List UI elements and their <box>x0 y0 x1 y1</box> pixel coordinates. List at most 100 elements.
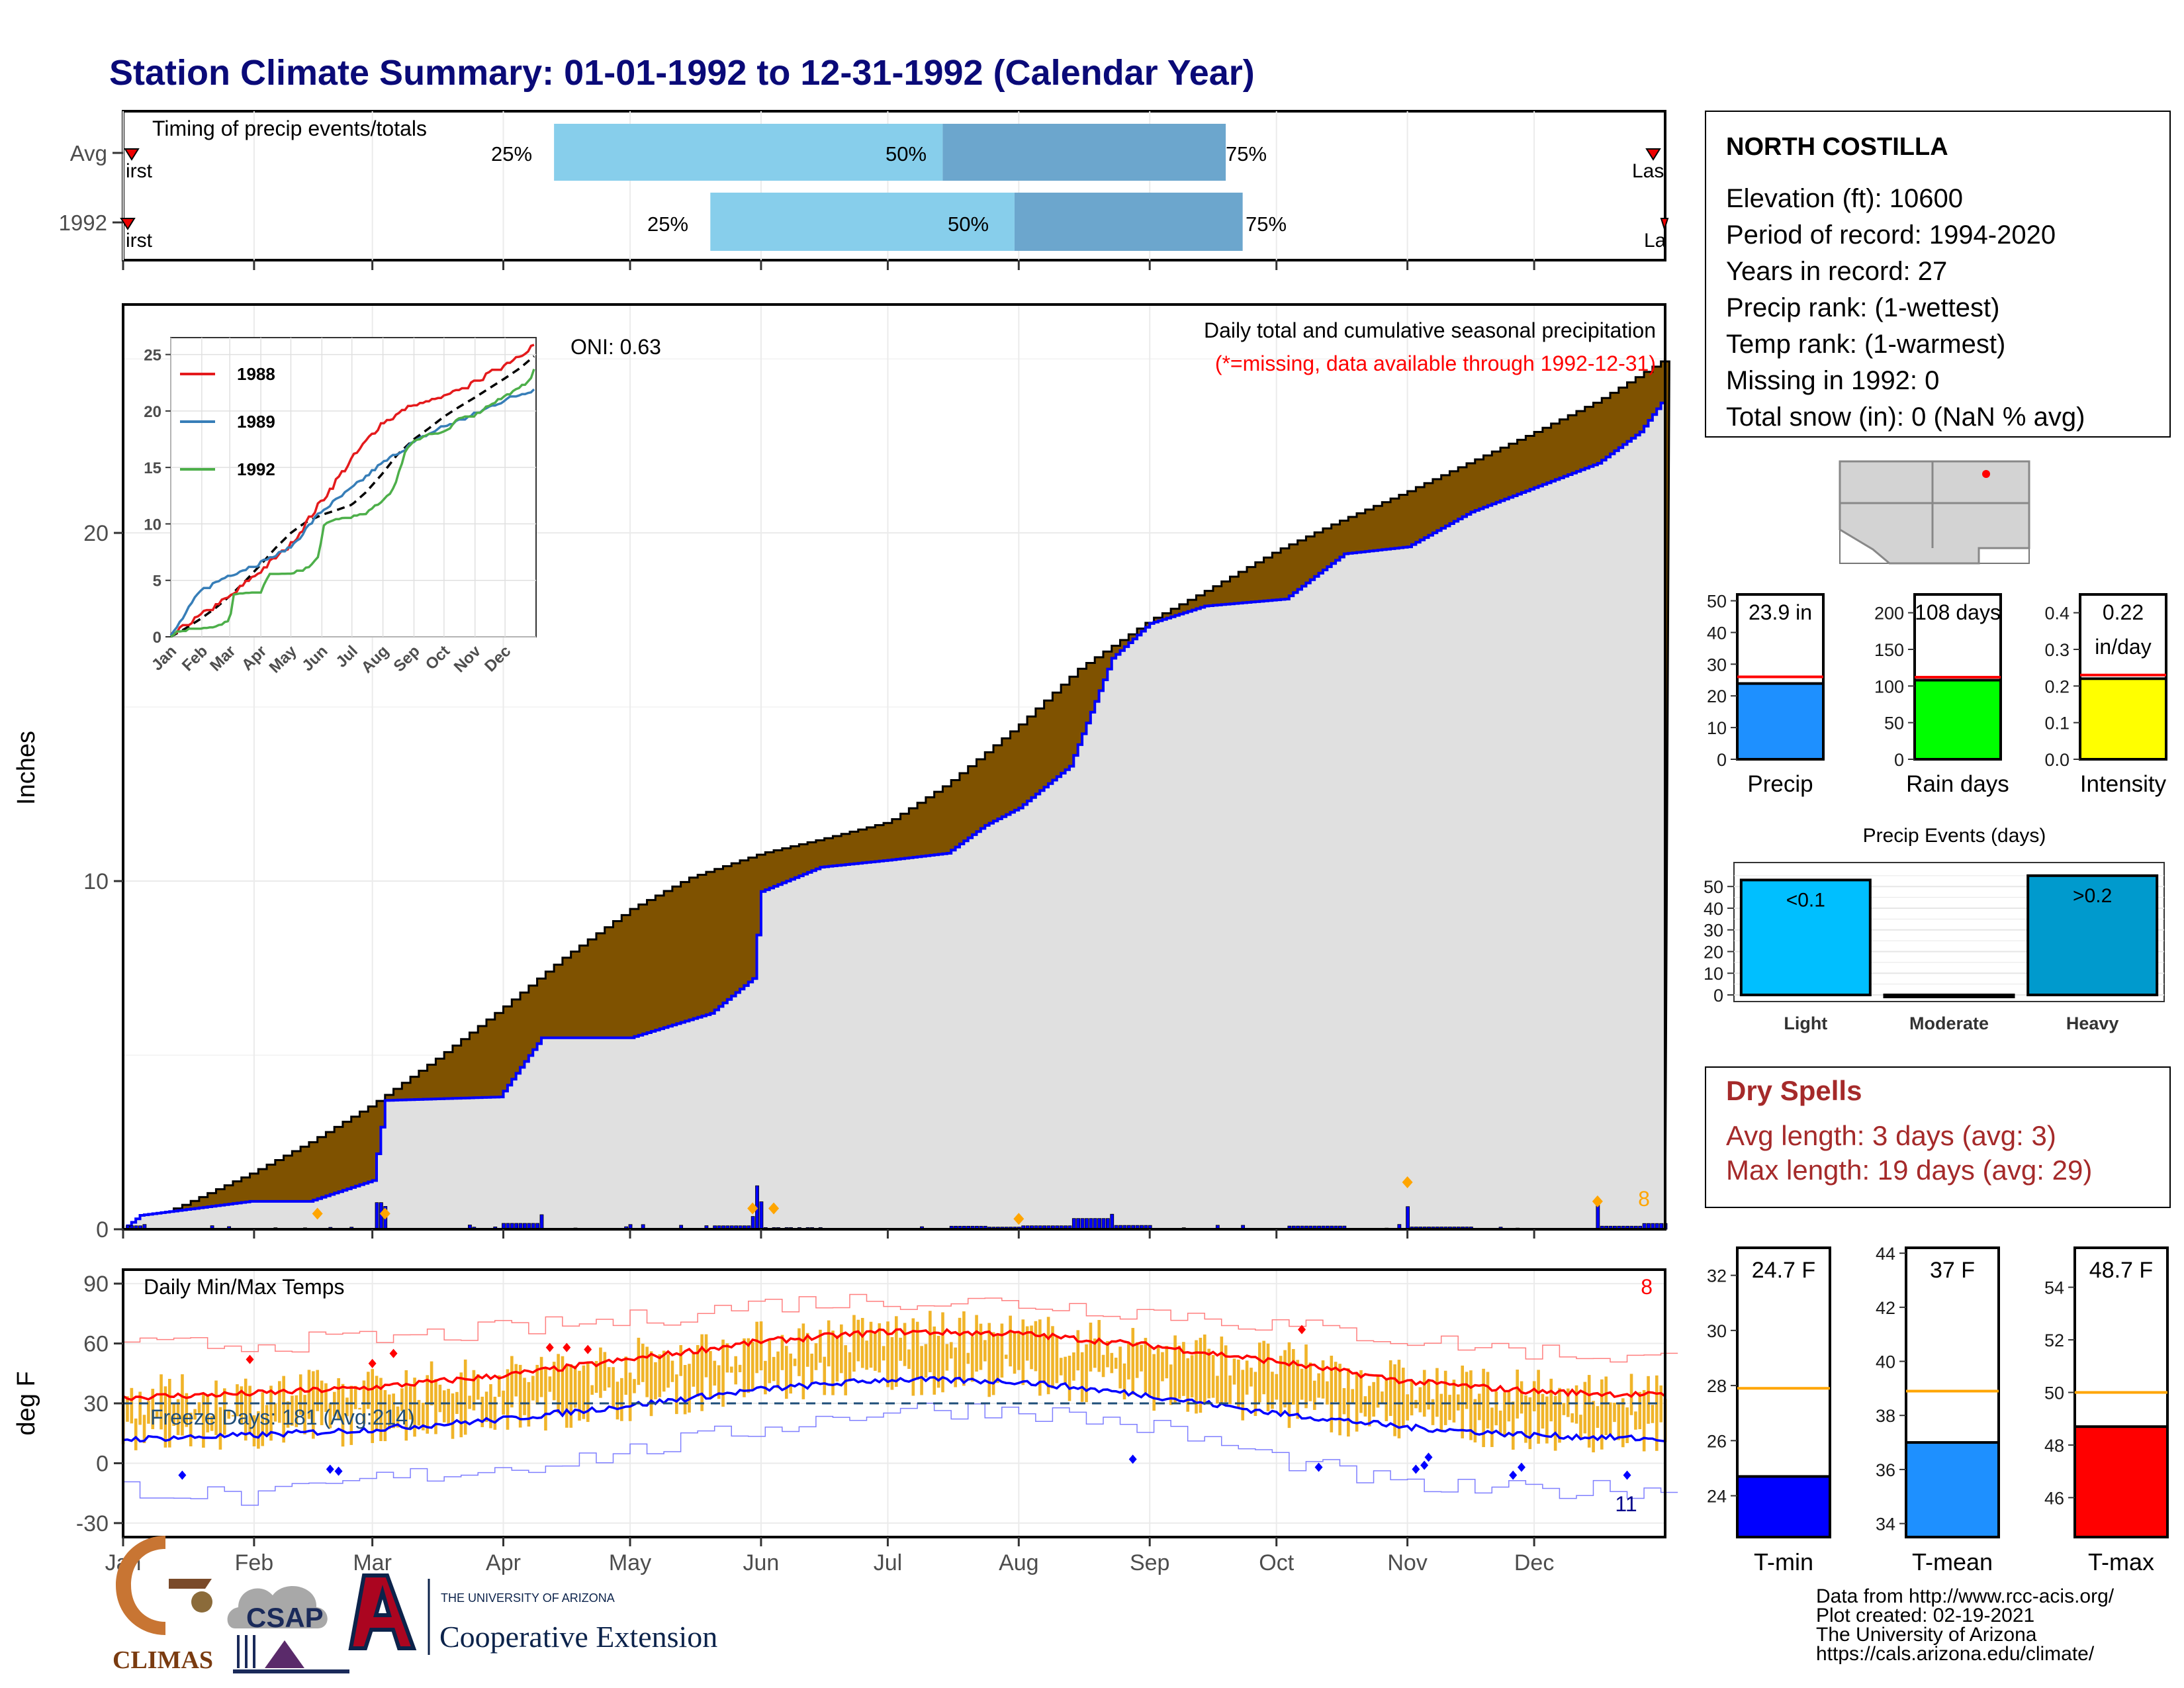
temp-summary-label: T-mean <box>1912 1548 1993 1575</box>
footer-line-1: Data from http://www.rcc-acis.org/ <box>1816 1585 2115 1607</box>
events-bar <box>2026 874 2159 997</box>
temp-y-tick-label: 0 <box>96 1451 109 1476</box>
temp-day-bar <box>860 1317 864 1368</box>
temp-day-bar <box>840 1324 843 1374</box>
mini-y-tick-label: 100 <box>1874 677 1904 696</box>
temp-day-bar <box>1275 1374 1279 1400</box>
temp-day-bar <box>1545 1396 1549 1444</box>
temp-day-bar <box>1292 1348 1295 1405</box>
temp-day-bar <box>878 1323 882 1373</box>
temp-day-bar <box>1068 1356 1071 1401</box>
record-low-marker <box>1314 1462 1323 1472</box>
temp-day-bar <box>780 1335 784 1370</box>
temp-day-bar <box>996 1334 999 1383</box>
temp-day-bar <box>1367 1385 1371 1427</box>
temp-day-bar <box>1055 1335 1059 1383</box>
daily-precip-bar <box>1406 1206 1410 1230</box>
temp-day-bar <box>1422 1370 1426 1417</box>
daily-precip-bar <box>1101 1218 1106 1230</box>
temp-day-bar <box>675 1374 678 1415</box>
temp-day-bar <box>941 1312 944 1393</box>
temp-day-bar <box>907 1349 911 1369</box>
temp-summary-y-tick-label: 48 <box>2044 1436 2064 1456</box>
temp-day-bar <box>1604 1376 1608 1435</box>
daily-precip-bar <box>1089 1218 1093 1230</box>
temp-day-bar <box>1216 1376 1219 1404</box>
temp-day-bar <box>392 1393 395 1429</box>
temp-day-bar <box>1051 1326 1054 1389</box>
temp-day-bar <box>717 1365 721 1399</box>
mini-category-label: Intensity <box>2080 771 2167 797</box>
temp-day-bar <box>548 1376 552 1392</box>
temp-day-bar <box>426 1375 430 1434</box>
mini-y-tick-label: 200 <box>1874 604 1904 624</box>
yr-last-marker <box>1660 218 1669 232</box>
temp-day-bar <box>759 1321 763 1371</box>
temp-day-bar <box>1253 1372 1257 1417</box>
record-low-marker <box>334 1466 343 1476</box>
temp-day-bar <box>396 1406 400 1428</box>
events-title: Precip Events (days) <box>1863 825 2046 847</box>
temp-day-bar <box>1655 1375 1659 1451</box>
temp-day-bar <box>1232 1358 1236 1385</box>
temp-day-bar <box>936 1335 940 1388</box>
temp-day-bar <box>1177 1345 1181 1399</box>
daily-precip-bar <box>751 1216 755 1230</box>
ua-small-text: THE UNIVERSITY OF ARIZONA <box>441 1591 615 1605</box>
temp-day-bar <box>886 1321 889 1387</box>
record-high-marker <box>545 1342 554 1352</box>
temp-day-bar <box>915 1321 919 1380</box>
events-bar <box>1739 878 1872 996</box>
temp-day-bar <box>1097 1320 1101 1372</box>
temp-day-bar <box>510 1356 514 1408</box>
temp-day-bar <box>823 1356 827 1395</box>
record-low-marker <box>1623 1470 1631 1480</box>
temp-summary-bar <box>2073 1425 2169 1539</box>
avg-q50-q75-bar <box>942 124 1226 181</box>
temp-day-bar <box>231 1415 235 1417</box>
temp-day-bar <box>379 1378 383 1441</box>
avg-q50-label: 50% <box>886 142 927 165</box>
temp-day-bar <box>835 1335 839 1382</box>
y-tick-label: 20 <box>83 521 109 546</box>
station-years: Years in record: 27 <box>1726 257 1947 286</box>
mini-category-label: Precip <box>1747 771 1813 797</box>
temp-summary-y-tick-label: 46 <box>2044 1488 2064 1508</box>
temp-day-bar <box>599 1347 602 1398</box>
temp-day-bar <box>1579 1415 1582 1439</box>
month-label: Apr <box>486 1550 521 1575</box>
temp-day-bar <box>282 1376 285 1443</box>
temp-day-bar <box>497 1375 501 1397</box>
mini-y-tick-label: 0.3 <box>2044 640 2070 660</box>
temp-day-bar <box>991 1332 995 1395</box>
temp-day-bar <box>210 1416 214 1431</box>
temp-day-bar <box>1203 1335 1206 1403</box>
temp-summary-y-tick-label: 38 <box>1876 1406 1895 1426</box>
temp-day-bar <box>400 1388 404 1411</box>
temp-day-bar <box>966 1352 970 1364</box>
daily-precip-bar <box>1080 1218 1085 1230</box>
temp-day-bar <box>607 1367 611 1387</box>
temp-day-bar <box>518 1364 522 1428</box>
inset-y-tick-label: 5 <box>153 573 161 590</box>
temp-day-bar <box>709 1350 712 1398</box>
heavy-event-marker <box>768 1202 780 1215</box>
temp-day-bar <box>159 1374 163 1430</box>
temp-day-bar <box>1199 1337 1203 1413</box>
temp-day-bar <box>683 1364 687 1415</box>
temp-day-bar <box>1558 1387 1561 1443</box>
temp-day-bar <box>1469 1370 1473 1440</box>
heavy-event-marker <box>747 1202 758 1215</box>
temp-day-bar <box>1304 1344 1308 1409</box>
temp-day-bar <box>856 1319 860 1362</box>
record-high-marker <box>584 1344 592 1354</box>
temp-day-bar <box>1106 1340 1109 1368</box>
temp-day-bar <box>1182 1342 1185 1396</box>
temp-day-bar <box>1634 1411 1637 1430</box>
temp-day-bar <box>1372 1382 1375 1417</box>
temp-day-bar <box>1385 1380 1388 1421</box>
temp-panel: Daily Min/Max Temps Freeze Days: 181 (Av… <box>13 1229 1678 1575</box>
temp-day-bar <box>1093 1338 1097 1368</box>
temp-day-bar <box>1498 1410 1502 1434</box>
record-low-marker <box>1420 1460 1429 1470</box>
